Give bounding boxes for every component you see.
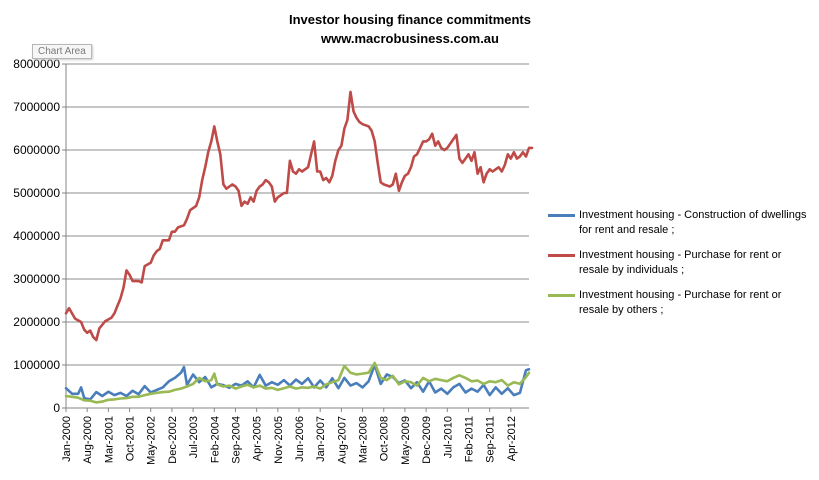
x-tick-label: Oct-2001 [125,416,137,461]
x-tick-label: Feb-2004 [209,416,221,463]
x-tick-label: Apr-2012 [506,416,518,461]
x-tick-label: Jun-2006 [294,416,306,462]
x-tick-label: Jan-2000 [61,416,73,462]
x-tick-label: Jul-2010 [442,416,454,458]
x-tick-label: May-2002 [146,416,158,465]
x-tick-label: Mar-2001 [103,416,115,463]
legend-item-individuals: Investment housing - Purchase for rent o… [548,248,814,278]
x-tick-label: Aug-2007 [336,416,348,464]
x-tick-label: Jul-2003 [188,416,200,458]
x-tick-label: Apr-2005 [252,416,264,461]
x-axis: Jan-2000 Aug-2000 Mar-2001 Oct-2001 May-2002… [61,407,529,465]
y-tick-label: 5000000 [13,186,60,200]
chart-title: Investor housing finance commitments [289,12,531,27]
x-tick-label: Dec-2002 [167,416,179,464]
x-tick-label: Dec-2009 [421,416,433,464]
y-tick-label: 6000000 [13,143,60,157]
gridlines [66,63,529,366]
chart-title-block: Investor housing finance commitments www… [200,10,620,48]
y-tick-label: 7000000 [13,100,60,114]
y-tick-label: 0 [53,401,60,415]
y-tick-label: 4000000 [13,229,60,243]
x-tick-label: Feb-2011 [463,416,475,462]
x-tick-label: Mar-2008 [358,416,370,463]
legend-label-others: Investment housing - Purchase for rent o… [579,289,782,316]
series-line-0 [64,363,531,401]
legend-swatch-individuals [548,254,575,257]
chart-subtitle: www.macrobusiness.com.au [321,31,499,46]
chart-area-tooltip: Chart Area [32,44,92,59]
legend: Investment housing - Construction of dwe… [548,208,814,328]
legend-item-others: Investment housing - Purchase for rent o… [548,288,814,318]
series-group [64,90,534,404]
y-tick-label: 1000000 [13,358,60,372]
legend-swatch-others [548,294,575,297]
legend-item-construction: Investment housing - Construction of dwe… [548,208,814,238]
series-line-1 [64,90,534,342]
legend-label-individuals: Investment housing - Purchase for rent o… [579,249,782,276]
y-axis: 0 1000000 2000000 3000000 4000000 5000000 6000… [13,57,67,415]
legend-swatch-construction [548,214,575,217]
x-tick-label: Sep-2011 [485,416,497,463]
y-tick-label: 3000000 [13,272,60,286]
y-tick-label: 8000000 [13,57,60,71]
x-tick-label: Aug-2000 [82,416,94,464]
x-tick-label: Jan-2007 [315,416,327,462]
x-tick-label: Sep-2004 [230,416,242,464]
legend-label-construction: Investment housing - Construction of dwe… [579,209,807,236]
series-line-2 [64,361,531,404]
x-tick-label: Nov-2005 [273,416,285,464]
x-tick-label: Oct-2008 [379,416,391,461]
y-tick-label: 2000000 [13,315,60,329]
x-tick-label: May-2009 [400,416,412,465]
